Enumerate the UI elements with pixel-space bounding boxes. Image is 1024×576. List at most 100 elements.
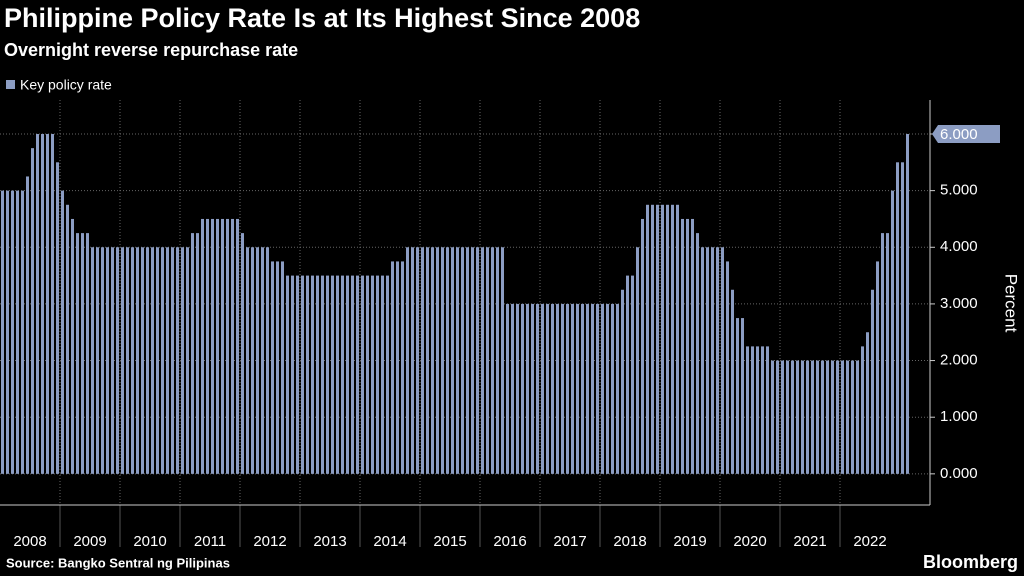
- bar: [741, 318, 744, 474]
- bar: [136, 247, 139, 474]
- y-tick-label: 2.000: [940, 352, 978, 369]
- bar: [106, 247, 109, 474]
- bar: [906, 133, 909, 474]
- x-tick-label: 2018: [613, 533, 646, 550]
- x-tick-label: 2008: [13, 533, 46, 550]
- bar: [496, 247, 499, 474]
- x-tick-label: 2014: [373, 533, 406, 550]
- bar: [486, 247, 489, 474]
- bar: [146, 247, 149, 474]
- bar: [796, 360, 799, 474]
- bar: [781, 360, 784, 474]
- bar: [691, 218, 694, 474]
- bar: [266, 247, 269, 474]
- bar: [701, 247, 704, 474]
- bar: [656, 204, 659, 474]
- bar: [116, 247, 119, 474]
- legend-swatch: [6, 80, 15, 89]
- chart-subtitle: Overnight reverse repurchase rate: [4, 40, 298, 60]
- bar: [636, 247, 639, 474]
- bar: [821, 360, 824, 474]
- bar: [336, 275, 339, 474]
- bar: [671, 204, 674, 474]
- bar: [191, 233, 194, 474]
- bar: [221, 218, 224, 474]
- bar: [756, 346, 759, 474]
- bar: [301, 275, 304, 474]
- bar: [896, 162, 899, 474]
- bar: [371, 275, 374, 474]
- bar: [501, 247, 504, 474]
- bar: [726, 261, 729, 474]
- bar: [786, 360, 789, 474]
- bar: [411, 247, 414, 474]
- bar: [836, 360, 839, 474]
- bar: [271, 261, 274, 474]
- bar: [481, 247, 484, 474]
- bar: [121, 247, 124, 474]
- bar: [131, 247, 134, 474]
- bar: [206, 218, 209, 474]
- bar: [711, 247, 714, 474]
- bar: [721, 247, 724, 474]
- bar: [791, 360, 794, 474]
- bar: [706, 247, 709, 474]
- bar: [471, 247, 474, 474]
- bar: [491, 247, 494, 474]
- bar: [736, 318, 739, 474]
- bar: [556, 303, 559, 474]
- bar: [576, 303, 579, 474]
- source: Source: Bangko Sentral ng Pilipinas: [6, 555, 230, 570]
- bar: [596, 303, 599, 474]
- bar: [851, 360, 854, 474]
- bar: [291, 275, 294, 474]
- bar: [881, 233, 884, 474]
- bar: [356, 275, 359, 474]
- bar: [446, 247, 449, 474]
- bar: [376, 275, 379, 474]
- bar: [151, 247, 154, 474]
- x-tick-label: 2012: [253, 533, 286, 550]
- bar: [61, 190, 64, 474]
- bar: [436, 247, 439, 474]
- bar: [31, 148, 34, 474]
- bar: [276, 261, 279, 474]
- bar: [816, 360, 819, 474]
- bar: [241, 233, 244, 474]
- bar: [431, 247, 434, 474]
- bar: [521, 303, 524, 474]
- bar: [846, 360, 849, 474]
- bar: [226, 218, 229, 474]
- x-tick-label: 2013: [313, 533, 346, 550]
- bar: [366, 275, 369, 474]
- bar: [156, 247, 159, 474]
- bar: [666, 204, 669, 474]
- x-tick-label: 2015: [433, 533, 466, 550]
- bar: [886, 233, 889, 474]
- bar: [506, 303, 509, 474]
- bar: [346, 275, 349, 474]
- bar: [11, 190, 14, 474]
- bar: [536, 303, 539, 474]
- chart-title: Philippine Policy Rate Is at Its Highest…: [4, 3, 640, 33]
- last-value-flag: [932, 124, 1000, 143]
- y-tick-label: 1.000: [940, 408, 978, 425]
- bar: [421, 247, 424, 474]
- brand: Bloomberg: [923, 552, 1018, 572]
- x-tick-label: 2009: [73, 533, 106, 550]
- bar: [676, 204, 679, 474]
- bar: [731, 289, 734, 474]
- bar: [386, 275, 389, 474]
- x-tick-label: 2017: [553, 533, 586, 550]
- bar: [16, 190, 19, 474]
- bar: [456, 247, 459, 474]
- bar: [1, 190, 4, 474]
- y-tick-label: 0.000: [940, 465, 978, 482]
- bar: [416, 247, 419, 474]
- bar: [516, 303, 519, 474]
- bar: [511, 303, 514, 474]
- bar: [201, 218, 204, 474]
- bar: [166, 247, 169, 474]
- bar: [216, 218, 219, 474]
